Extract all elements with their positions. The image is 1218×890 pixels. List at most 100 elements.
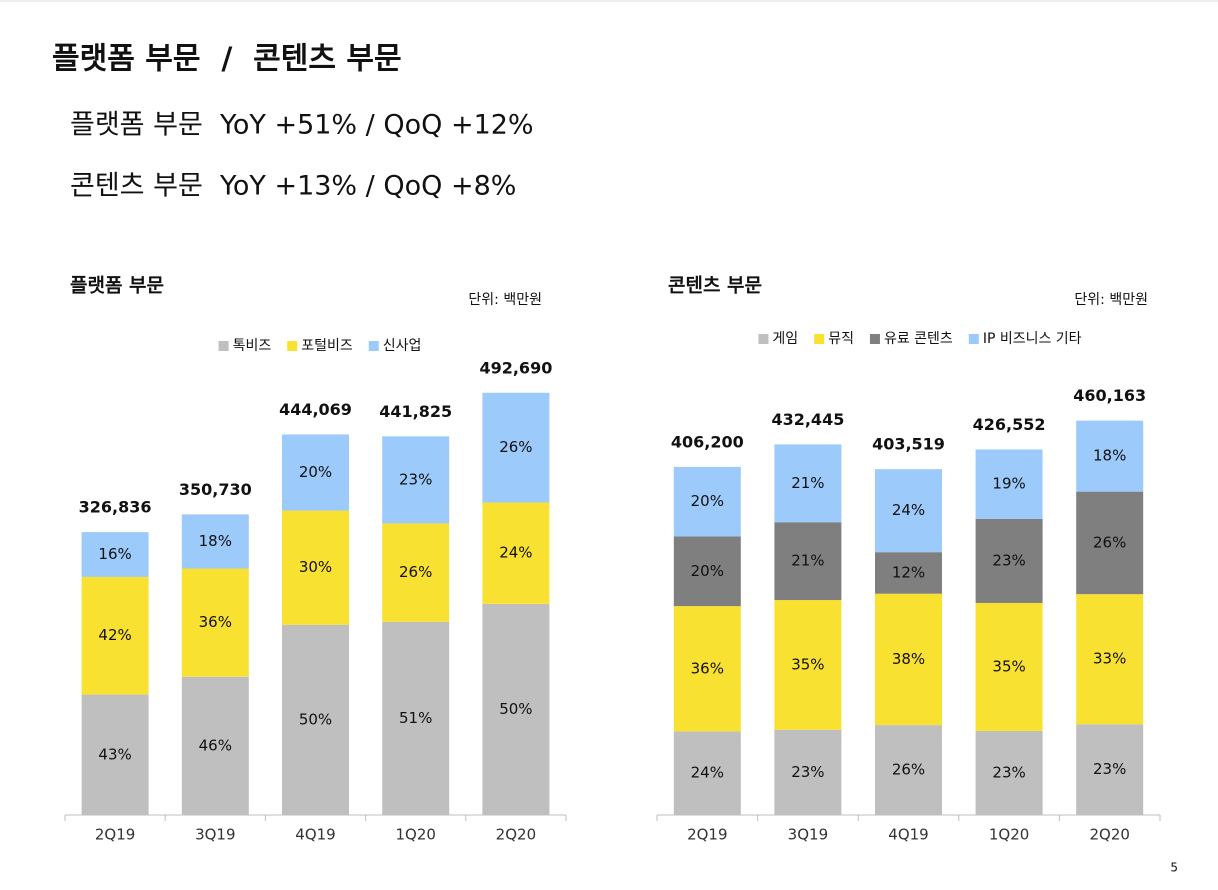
bar-segment: [875, 725, 942, 815]
headline: 콘텐츠 부문 YoY +13% / QoQ +8%: [70, 171, 516, 202]
legend-swatch: [287, 341, 298, 351]
chart-title: 콘텐츠 부문: [668, 275, 762, 297]
segment-label: 21%: [791, 474, 824, 492]
bar-segment: [1076, 724, 1144, 815]
segment-label: 23%: [791, 763, 824, 781]
bar-segment: [875, 552, 942, 594]
segment-label: 43%: [98, 745, 131, 763]
bar-segment: [774, 444, 842, 523]
unit-label: 단위: 백만원: [1074, 292, 1148, 308]
x-tick-label: 4Q19: [888, 826, 928, 844]
headline: 플랫폼 부문 YoY +51% / QoQ +12%: [70, 110, 534, 141]
segment-label: 18%: [199, 532, 232, 550]
segment-label: 42%: [98, 626, 131, 644]
segment-label: 33%: [1093, 650, 1126, 668]
legend-label: 게임: [772, 331, 798, 347]
legend-swatch: [218, 341, 229, 351]
legend-swatch: [968, 334, 979, 344]
x-tick-label: 4Q19: [295, 826, 335, 844]
bar-segment: [1076, 594, 1144, 725]
bar-segment: [282, 624, 349, 815]
slide-title: 플랫폼 부문 / 콘텐츠 부문: [52, 42, 402, 77]
x-tick-label: 2Q19: [95, 826, 135, 844]
bar-segment: [81, 532, 149, 577]
x-tick-label: 1Q20: [395, 826, 435, 844]
total-label: 403,519: [872, 435, 945, 454]
legend-swatch: [869, 334, 880, 344]
bar-segment: [1076, 491, 1144, 595]
segment-label: 46%: [199, 736, 232, 754]
bar-segment: [975, 730, 1043, 815]
segment-label: 24%: [691, 764, 724, 782]
legend-label: 뮤직: [828, 331, 854, 347]
total-label: 406,200: [671, 432, 744, 451]
segment-label: 23%: [992, 551, 1025, 569]
legend-label: 신사업: [383, 338, 422, 354]
segment-label: 36%: [691, 659, 724, 677]
total-label: 441,825: [379, 402, 452, 421]
bar-segment: [282, 434, 349, 511]
total-label: 432,445: [771, 410, 844, 429]
bar-segment: [181, 568, 249, 677]
segment-label: 30%: [299, 558, 332, 576]
bar-segment: [875, 469, 942, 553]
segment-label: 20%: [691, 562, 724, 580]
total-label: 444,069: [279, 400, 352, 419]
segment-label: 20%: [691, 492, 724, 510]
segment-label: 35%: [791, 655, 824, 673]
segment-label: 26%: [499, 438, 532, 456]
bar-segment: [774, 729, 842, 815]
total-label: 326,836: [79, 498, 152, 517]
bar-segment: [81, 576, 149, 695]
total-label: 492,690: [479, 358, 552, 377]
segment-label: 23%: [399, 470, 432, 488]
legend-label: 포털비즈: [301, 338, 353, 354]
bar-segment: [382, 436, 450, 524]
total-label: 460,163: [1073, 386, 1146, 405]
segment-label: 26%: [399, 563, 432, 581]
bar-segment: [382, 523, 450, 622]
segment-label: 16%: [98, 545, 131, 563]
segment-label: 24%: [499, 544, 532, 562]
bar-segment: [81, 694, 149, 815]
segment-label: 26%: [892, 761, 925, 779]
x-tick-label: 1Q20: [989, 826, 1029, 844]
bar-segment: [673, 606, 741, 732]
x-tick-label: 2Q20: [1089, 826, 1129, 844]
bar-segment: [975, 449, 1043, 519]
bar-segment: [482, 502, 550, 604]
segment-label: 23%: [1093, 760, 1126, 778]
bar-segment: [673, 536, 741, 607]
page-number: 5: [1170, 861, 1178, 875]
legend-label: 유료 콘텐츠: [884, 331, 953, 347]
bar-segment: [1076, 420, 1144, 492]
total-label: 350,730: [179, 480, 252, 499]
segment-label: 38%: [892, 650, 925, 668]
bar-segment: [282, 510, 349, 625]
bar-segment: [181, 676, 249, 815]
segment-label: 21%: [791, 552, 824, 570]
x-tick-label: 3Q19: [195, 826, 235, 844]
bar-segment: [482, 392, 550, 503]
segment-label: 12%: [892, 563, 925, 581]
bar-segment: [673, 731, 741, 815]
segment-label: 51%: [399, 709, 432, 727]
segment-label: 19%: [992, 475, 1025, 493]
segment-label: 23%: [992, 763, 1025, 781]
segment-label: 26%: [1093, 533, 1126, 551]
bar-segment: [875, 593, 942, 726]
segment-label: 35%: [992, 657, 1025, 675]
bar-segment: [181, 514, 249, 569]
segment-label: 18%: [1093, 447, 1126, 465]
legend-swatch: [814, 334, 825, 344]
segment-label: 36%: [199, 613, 232, 631]
bar-segment: [975, 518, 1043, 603]
legend-swatch: [368, 341, 379, 351]
bar-segment: [673, 466, 741, 537]
chart-title: 플랫폼 부문: [70, 275, 164, 297]
segment-label: 20%: [299, 463, 332, 481]
segment-label: 50%: [299, 710, 332, 728]
segment-label: 50%: [499, 700, 532, 718]
legend-label: 톡비즈: [233, 338, 272, 354]
